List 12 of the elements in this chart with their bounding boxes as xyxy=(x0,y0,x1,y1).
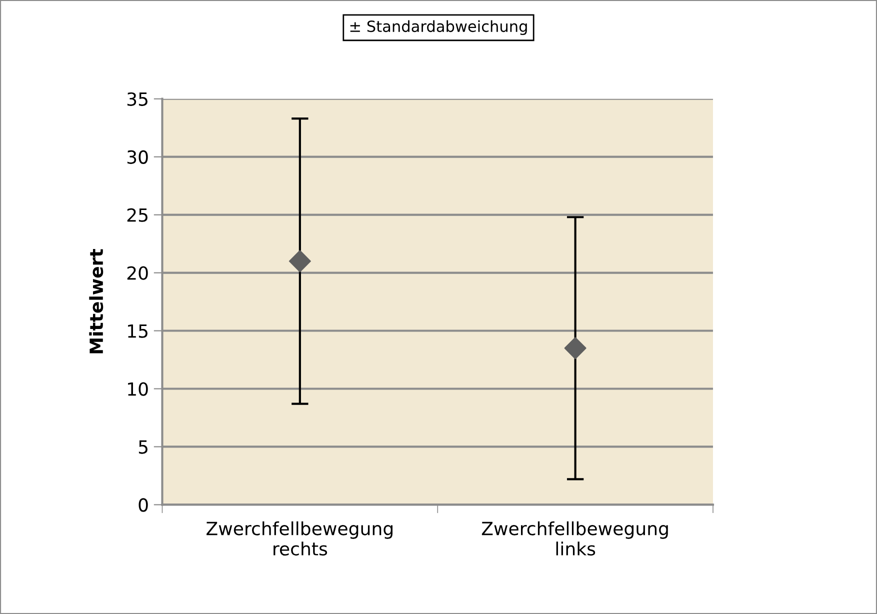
y-tick-label: 10 xyxy=(128,382,148,396)
x-tick-label: Zwerchfellbewegung rechts xyxy=(206,521,392,556)
text: ± Standardabweichung xyxy=(350,20,527,36)
x-tick-label: Zwerchfellbewegung links xyxy=(482,521,668,556)
y-tick-label: 0 xyxy=(138,498,148,512)
y-tick-label: 25 xyxy=(127,208,148,222)
y-tick-label: 15 xyxy=(128,324,148,338)
y-tick-label: 30 xyxy=(127,150,148,164)
y-tick-label: 35 xyxy=(127,92,148,106)
y-tick-label: 5 xyxy=(138,440,148,454)
y-tick-label: 20 xyxy=(127,266,148,280)
y-axis-title: Mittelwert xyxy=(89,249,104,354)
